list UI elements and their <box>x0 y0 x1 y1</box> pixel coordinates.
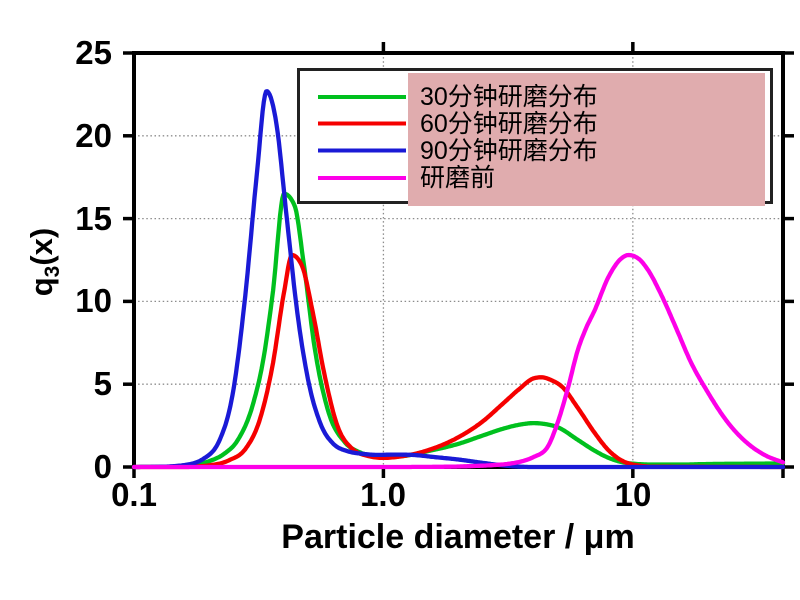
y-tick-label-20: 20 <box>75 117 112 154</box>
x-tick-label-0.1: 0.1 <box>111 476 157 513</box>
legend-label-30min: 30分钟研磨分布 <box>420 83 598 111</box>
y-axis-title-subscript: 3 <box>41 265 65 278</box>
x-tick-label-1.0: 1.0 <box>360 476 406 513</box>
curve-before-grinding <box>131 252 786 470</box>
y-tick-label-5: 5 <box>93 365 112 402</box>
y-tick-label-0: 0 <box>93 448 112 485</box>
x-tick-label-10: 10 <box>614 476 652 513</box>
y-tick-label-25: 25 <box>75 34 112 71</box>
curve-60min <box>131 252 786 470</box>
legend-highlight-overlay <box>408 73 765 206</box>
y-tick-label-15: 15 <box>75 200 112 237</box>
y-tick-label-10: 10 <box>75 282 112 319</box>
legend-label-60min: 60分钟研磨分布 <box>420 110 598 138</box>
x-axis-title: Particle diameter / μm <box>281 518 635 556</box>
y-axis-title: q3(x) <box>20 180 64 344</box>
y-axis-title-base: q <box>24 277 59 297</box>
curve-30min <box>131 191 786 470</box>
legend-label-before-grinding: 研磨前 <box>420 164 496 192</box>
y-axis-title-rest: (x) <box>24 227 59 266</box>
curve-90min <box>131 89 786 470</box>
legend-label-90min: 90分钟研磨分布 <box>420 137 598 165</box>
